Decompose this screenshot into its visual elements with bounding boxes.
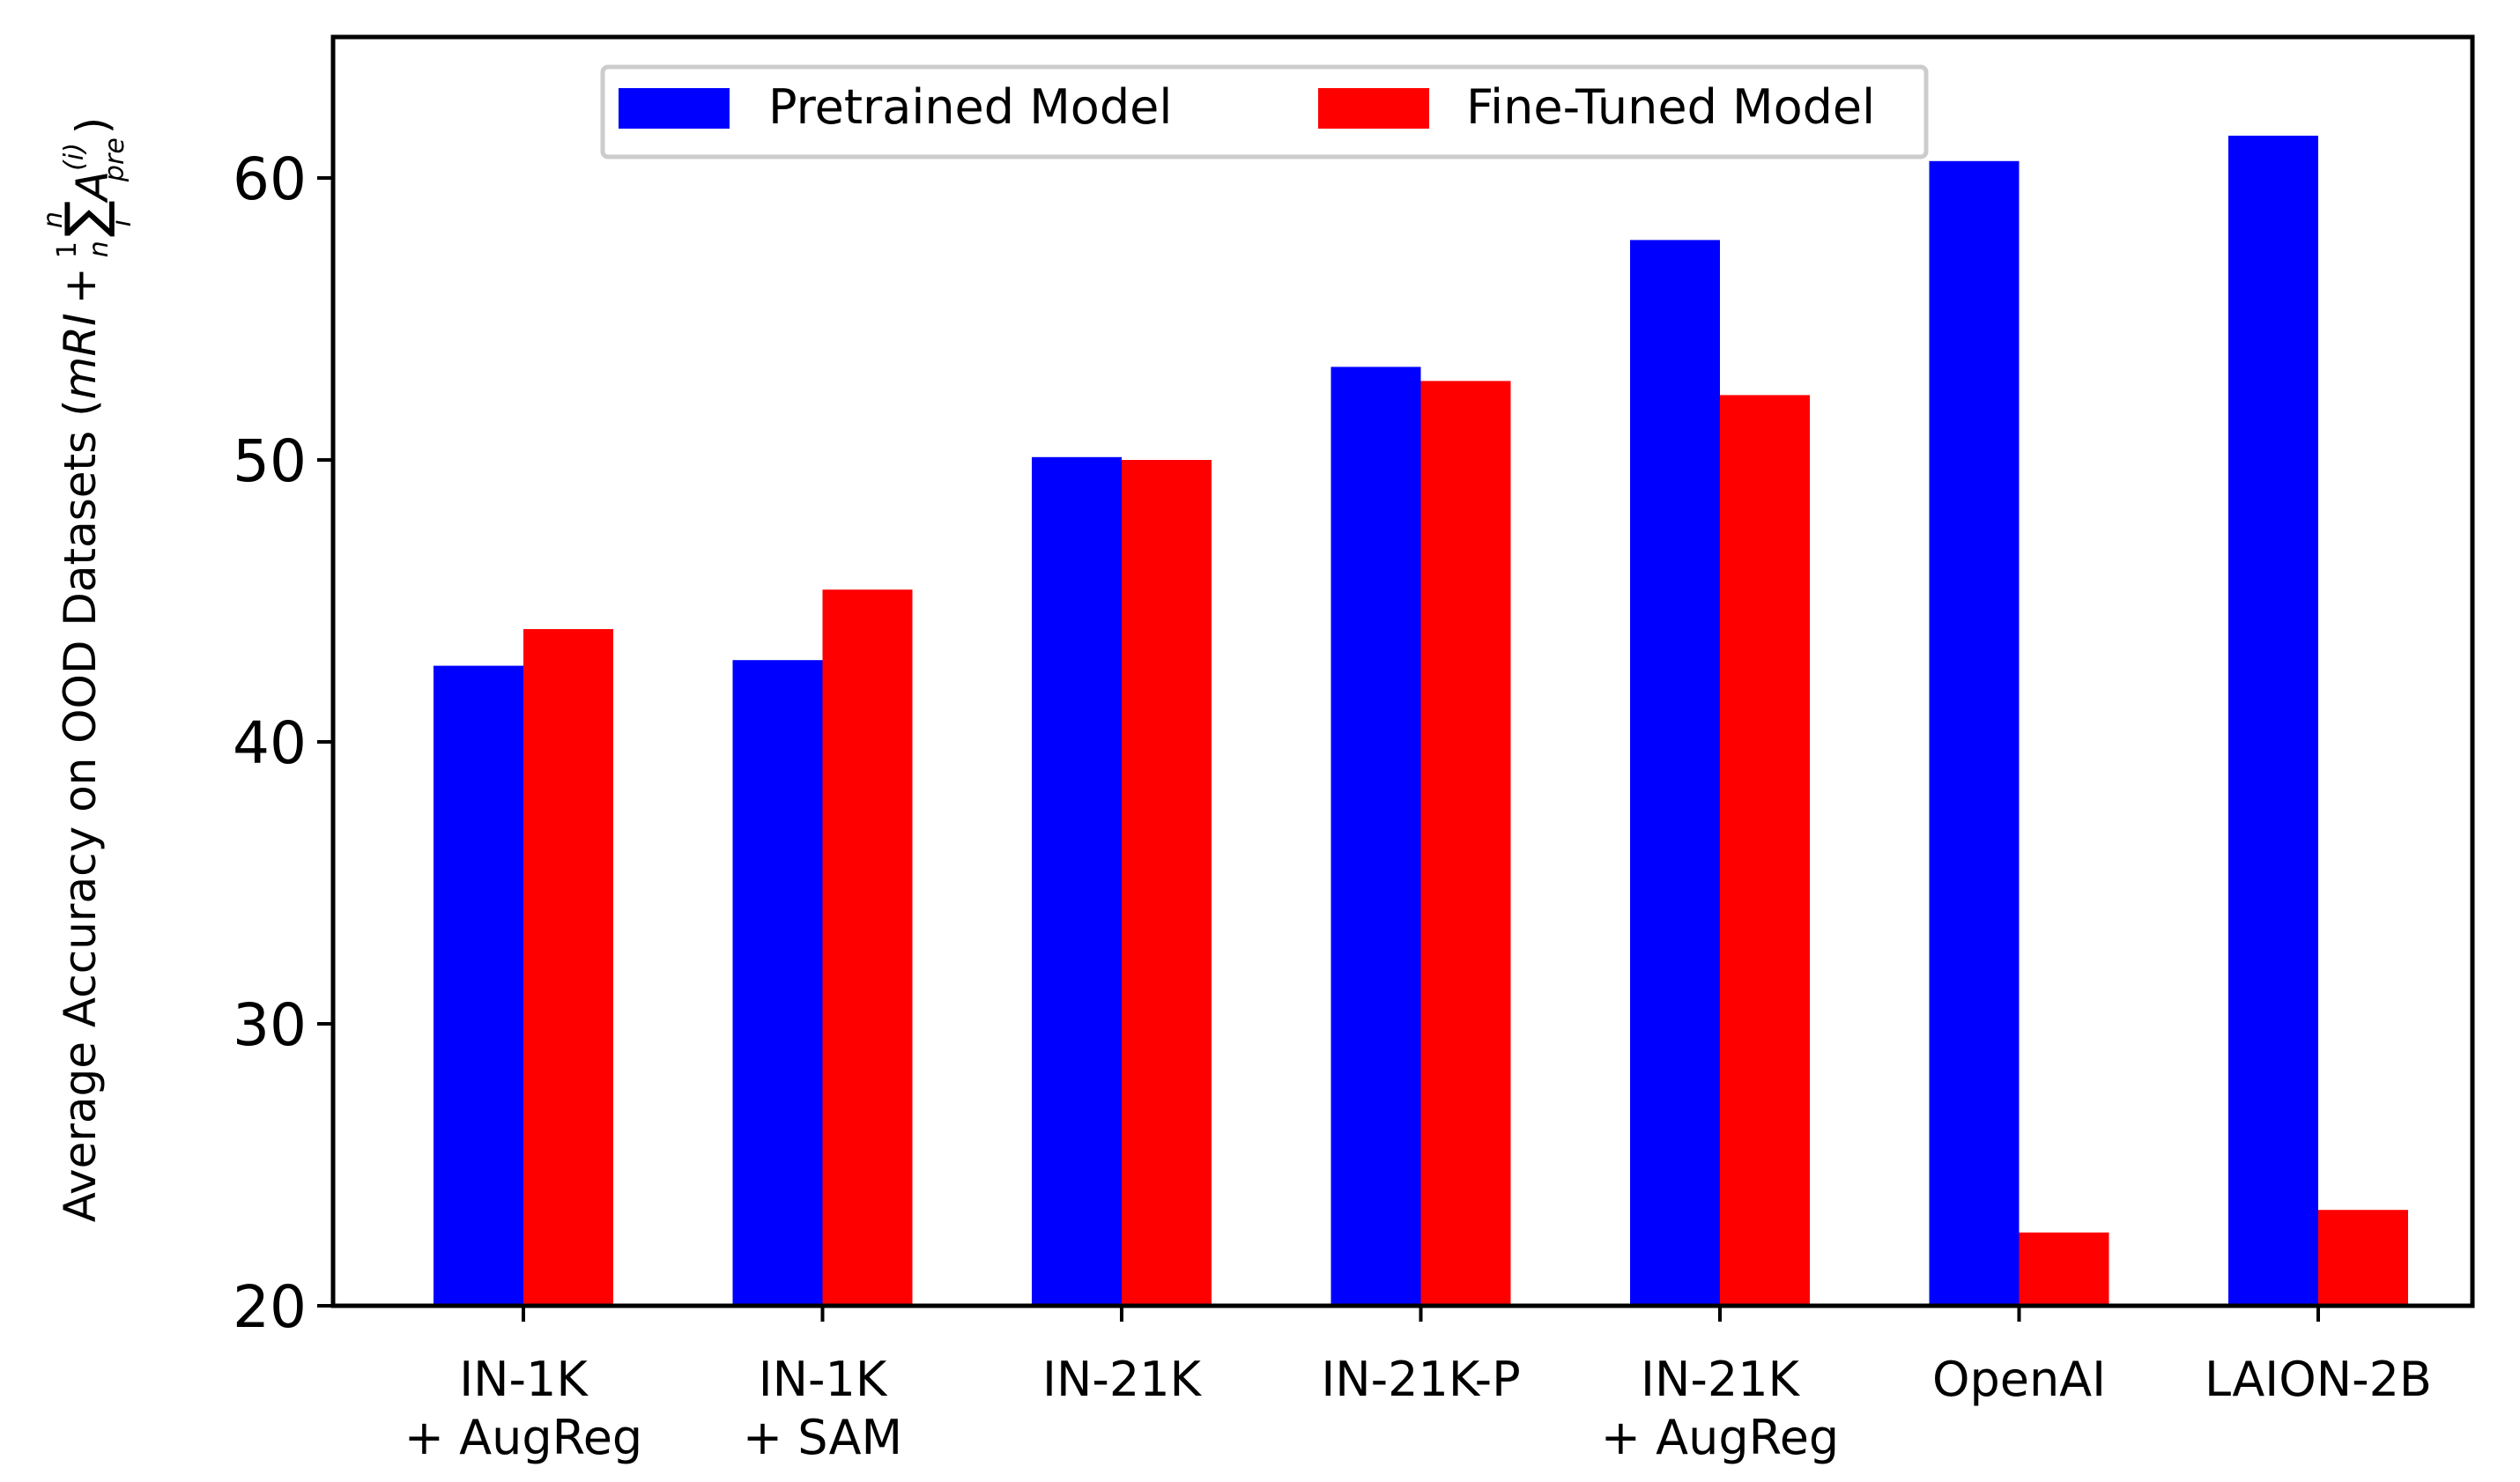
y-tick-label-2: 40 xyxy=(233,709,307,777)
legend-label-finetuned: Fine-Tuned Model xyxy=(1466,79,1875,135)
x-tick-label-4-1: + AugReg xyxy=(1601,1410,1839,1465)
y-axis-label-close: ) xyxy=(67,117,118,135)
y-axis-label-plus: + xyxy=(55,267,106,304)
svg-text:Average Accuracy on OOD Datase: Average Accuracy on OOD Datasets (mRI+1n… xyxy=(38,117,137,1223)
bar-pretrained-3 xyxy=(1330,367,1421,1306)
x-tick-label-6-0: LAION-2B xyxy=(2205,1352,2432,1407)
bar-finetuned-3 xyxy=(1420,381,1511,1306)
x-tick-label-4-0: IN-21K xyxy=(1641,1352,1801,1407)
y-tick-label-0: 20 xyxy=(233,1273,307,1341)
bar-pretrained-4 xyxy=(1630,240,1720,1306)
legend: Pretrained Model Fine-Tuned Model xyxy=(600,64,1929,159)
x-tick-label-3-0: IN-21K-P xyxy=(1321,1352,1520,1407)
bar-pretrained-6 xyxy=(2228,136,2318,1306)
x-tick-label-2-0: IN-21K xyxy=(1042,1352,1203,1407)
plot-frame xyxy=(330,34,2475,1308)
y-axis-label-sum-lower: i xyxy=(107,219,137,226)
y-axis-label-text: Average Accuracy on OOD Datasets ( xyxy=(55,399,106,1222)
legend-box xyxy=(600,64,1929,159)
y-axis-label-frac-num: 1 xyxy=(52,241,83,258)
y-axis-label-frac-den: n xyxy=(84,241,115,257)
bar-finetuned-1 xyxy=(822,589,913,1306)
bar-pretrained-1 xyxy=(732,660,823,1306)
y-axis-label-A-sub: pre xyxy=(100,137,130,182)
y-tick-label-1: 30 xyxy=(233,991,307,1059)
bar-finetuned-2 xyxy=(1122,460,1212,1306)
y-tick-label-3: 50 xyxy=(233,427,307,495)
x-tick-label-5-0: OpenAI xyxy=(1932,1352,2106,1407)
bar-finetuned-0 xyxy=(523,629,613,1306)
bar-pretrained-5 xyxy=(1929,160,2020,1306)
y-axis-label-A: A xyxy=(67,171,118,204)
bar-finetuned-6 xyxy=(2318,1210,2408,1306)
y-axis-label-A-sup: (i) xyxy=(59,143,90,171)
y-axis-label-sum-upper: n xyxy=(38,211,69,228)
x-tick-label-0-0: IN-1K xyxy=(459,1352,589,1407)
y-tick-label-4: 60 xyxy=(233,145,307,213)
bar-finetuned-4 xyxy=(1720,395,1810,1306)
y-axis-label-sum: ∑ xyxy=(53,200,117,237)
y-axis-label: Average Accuracy on OOD Datasets (mRI+1n… xyxy=(38,117,137,1223)
x-tick-label-0-1: + AugReg xyxy=(404,1410,642,1465)
bar-pretrained-2 xyxy=(1032,456,1122,1306)
bars-group xyxy=(434,136,2408,1306)
y-axis-label-mri: mRI xyxy=(55,313,106,399)
x-tick-label-1-0: IN-1K xyxy=(759,1352,888,1407)
legend-swatch-finetuned xyxy=(1318,88,1429,129)
legend-label-pretrained: Pretrained Model xyxy=(768,79,1172,135)
x-tick-label-1-1: + SAM xyxy=(743,1410,902,1465)
bar-finetuned-5 xyxy=(2019,1232,2109,1306)
legend-swatch-pretrained xyxy=(619,88,730,129)
y-axis-ticks: 20 30 40 50 60 xyxy=(233,145,333,1341)
bar-pretrained-0 xyxy=(434,665,523,1306)
